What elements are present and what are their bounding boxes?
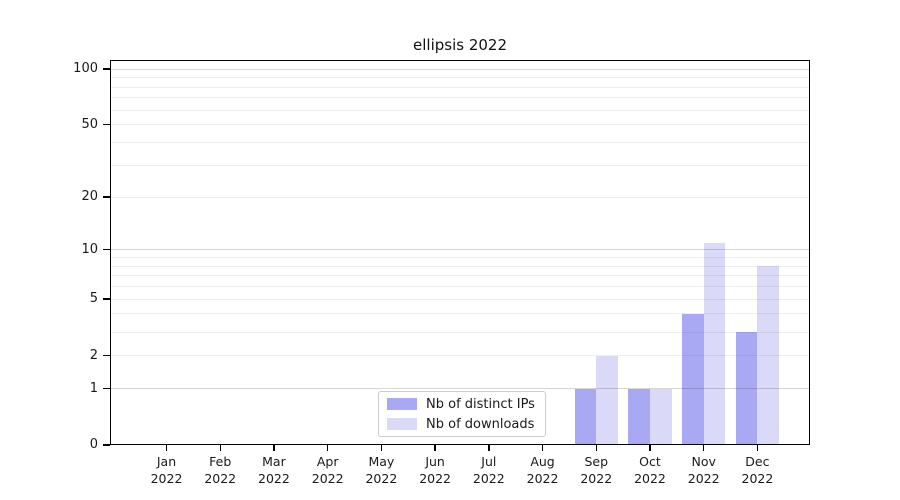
x-tick-label-oct: Oct 2022 — [634, 454, 666, 486]
x-tick-label-feb: Feb 2022 — [204, 454, 237, 486]
bar-oct-downloads — [649, 388, 672, 445]
x-tick-mark — [595, 445, 597, 451]
y-tick-mark — [103, 444, 110, 446]
x-axis: Jan 2022 Feb 2022 Mar 2022 Apr 2022 May 2022 Jun 20… — [110, 445, 810, 500]
y-tick-label: 5 — [89, 291, 98, 307]
y-tick-mark — [103, 249, 110, 251]
y-tick-mark — [103, 387, 110, 390]
legend-item-distinct-ips: Nb of distinct IPs — [387, 397, 537, 412]
x-tick-label-sep: Sep 2022 — [580, 454, 613, 486]
bar-sep-downloads — [596, 355, 618, 445]
y-tick-mark — [103, 124, 110, 126]
x-tick-mark — [488, 445, 490, 451]
legend-item-downloads: Nb of downloads — [387, 417, 537, 432]
bar-dec-distinct-ips — [735, 332, 758, 445]
legend-swatch-downloads — [387, 418, 417, 430]
x-tick-mark — [165, 445, 168, 451]
x-tick-mark — [649, 445, 651, 451]
legend: Nb of distinct IPs Nb of downloads — [378, 391, 546, 437]
x-tick-mark — [756, 445, 759, 451]
x-tick-label-jun: Jun 2022 — [419, 454, 451, 486]
y-tick-mark — [103, 354, 110, 357]
chart-title: ellipsis 2022 — [413, 36, 507, 54]
y-tick-label: 2 — [89, 347, 98, 363]
x-tick-label-may: May 2022 — [365, 454, 398, 486]
x-tick-mark — [326, 445, 329, 451]
legend-label-downloads: Nb of downloads — [426, 416, 535, 432]
x-tick-label-nov: Nov 2022 — [687, 454, 720, 486]
bar-nov-downloads — [703, 242, 726, 445]
bar-oct-distinct-ips — [628, 388, 650, 445]
legend-swatch-distinct-ips — [387, 398, 417, 410]
y-tick-mark — [103, 68, 110, 70]
x-tick-mark — [219, 445, 221, 451]
bars-layer — [110, 60, 810, 445]
x-tick-mark — [273, 445, 275, 451]
x-tick-label-apr: Apr 2022 — [311, 454, 344, 486]
x-tick-label-dec: Dec 2022 — [741, 454, 774, 486]
bar-nov-distinct-ips — [682, 313, 704, 445]
plot-area — [110, 60, 810, 445]
y-tick-mark — [103, 298, 110, 300]
x-tick-label-mar: Mar 2022 — [258, 454, 290, 486]
x-tick-mark — [541, 445, 544, 451]
y-axis: 0 1 2 5 10 20 50 100 — [0, 60, 110, 452]
x-tick-label-jul: Jul 2022 — [472, 454, 505, 486]
y-tick-label: 1 — [89, 380, 98, 396]
legend-label-distinct-ips: Nb of distinct IPs — [426, 396, 535, 412]
x-tick-label-jan: Jan 2022 — [150, 454, 183, 486]
x-tick-mark — [703, 445, 705, 451]
y-tick-label: 50 — [81, 116, 98, 132]
bar-sep-distinct-ips — [574, 388, 597, 445]
y-tick-label: 20 — [81, 189, 98, 205]
x-tick-label-aug: Aug 2022 — [526, 454, 559, 486]
y-tick-mark — [103, 196, 110, 198]
x-tick-mark — [380, 445, 383, 451]
bar-dec-downloads — [757, 266, 779, 445]
y-tick-label: 100 — [73, 61, 98, 77]
y-tick-label: 10 — [81, 241, 98, 257]
y-tick-label: 0 — [89, 437, 98, 452]
x-tick-mark — [434, 445, 436, 451]
